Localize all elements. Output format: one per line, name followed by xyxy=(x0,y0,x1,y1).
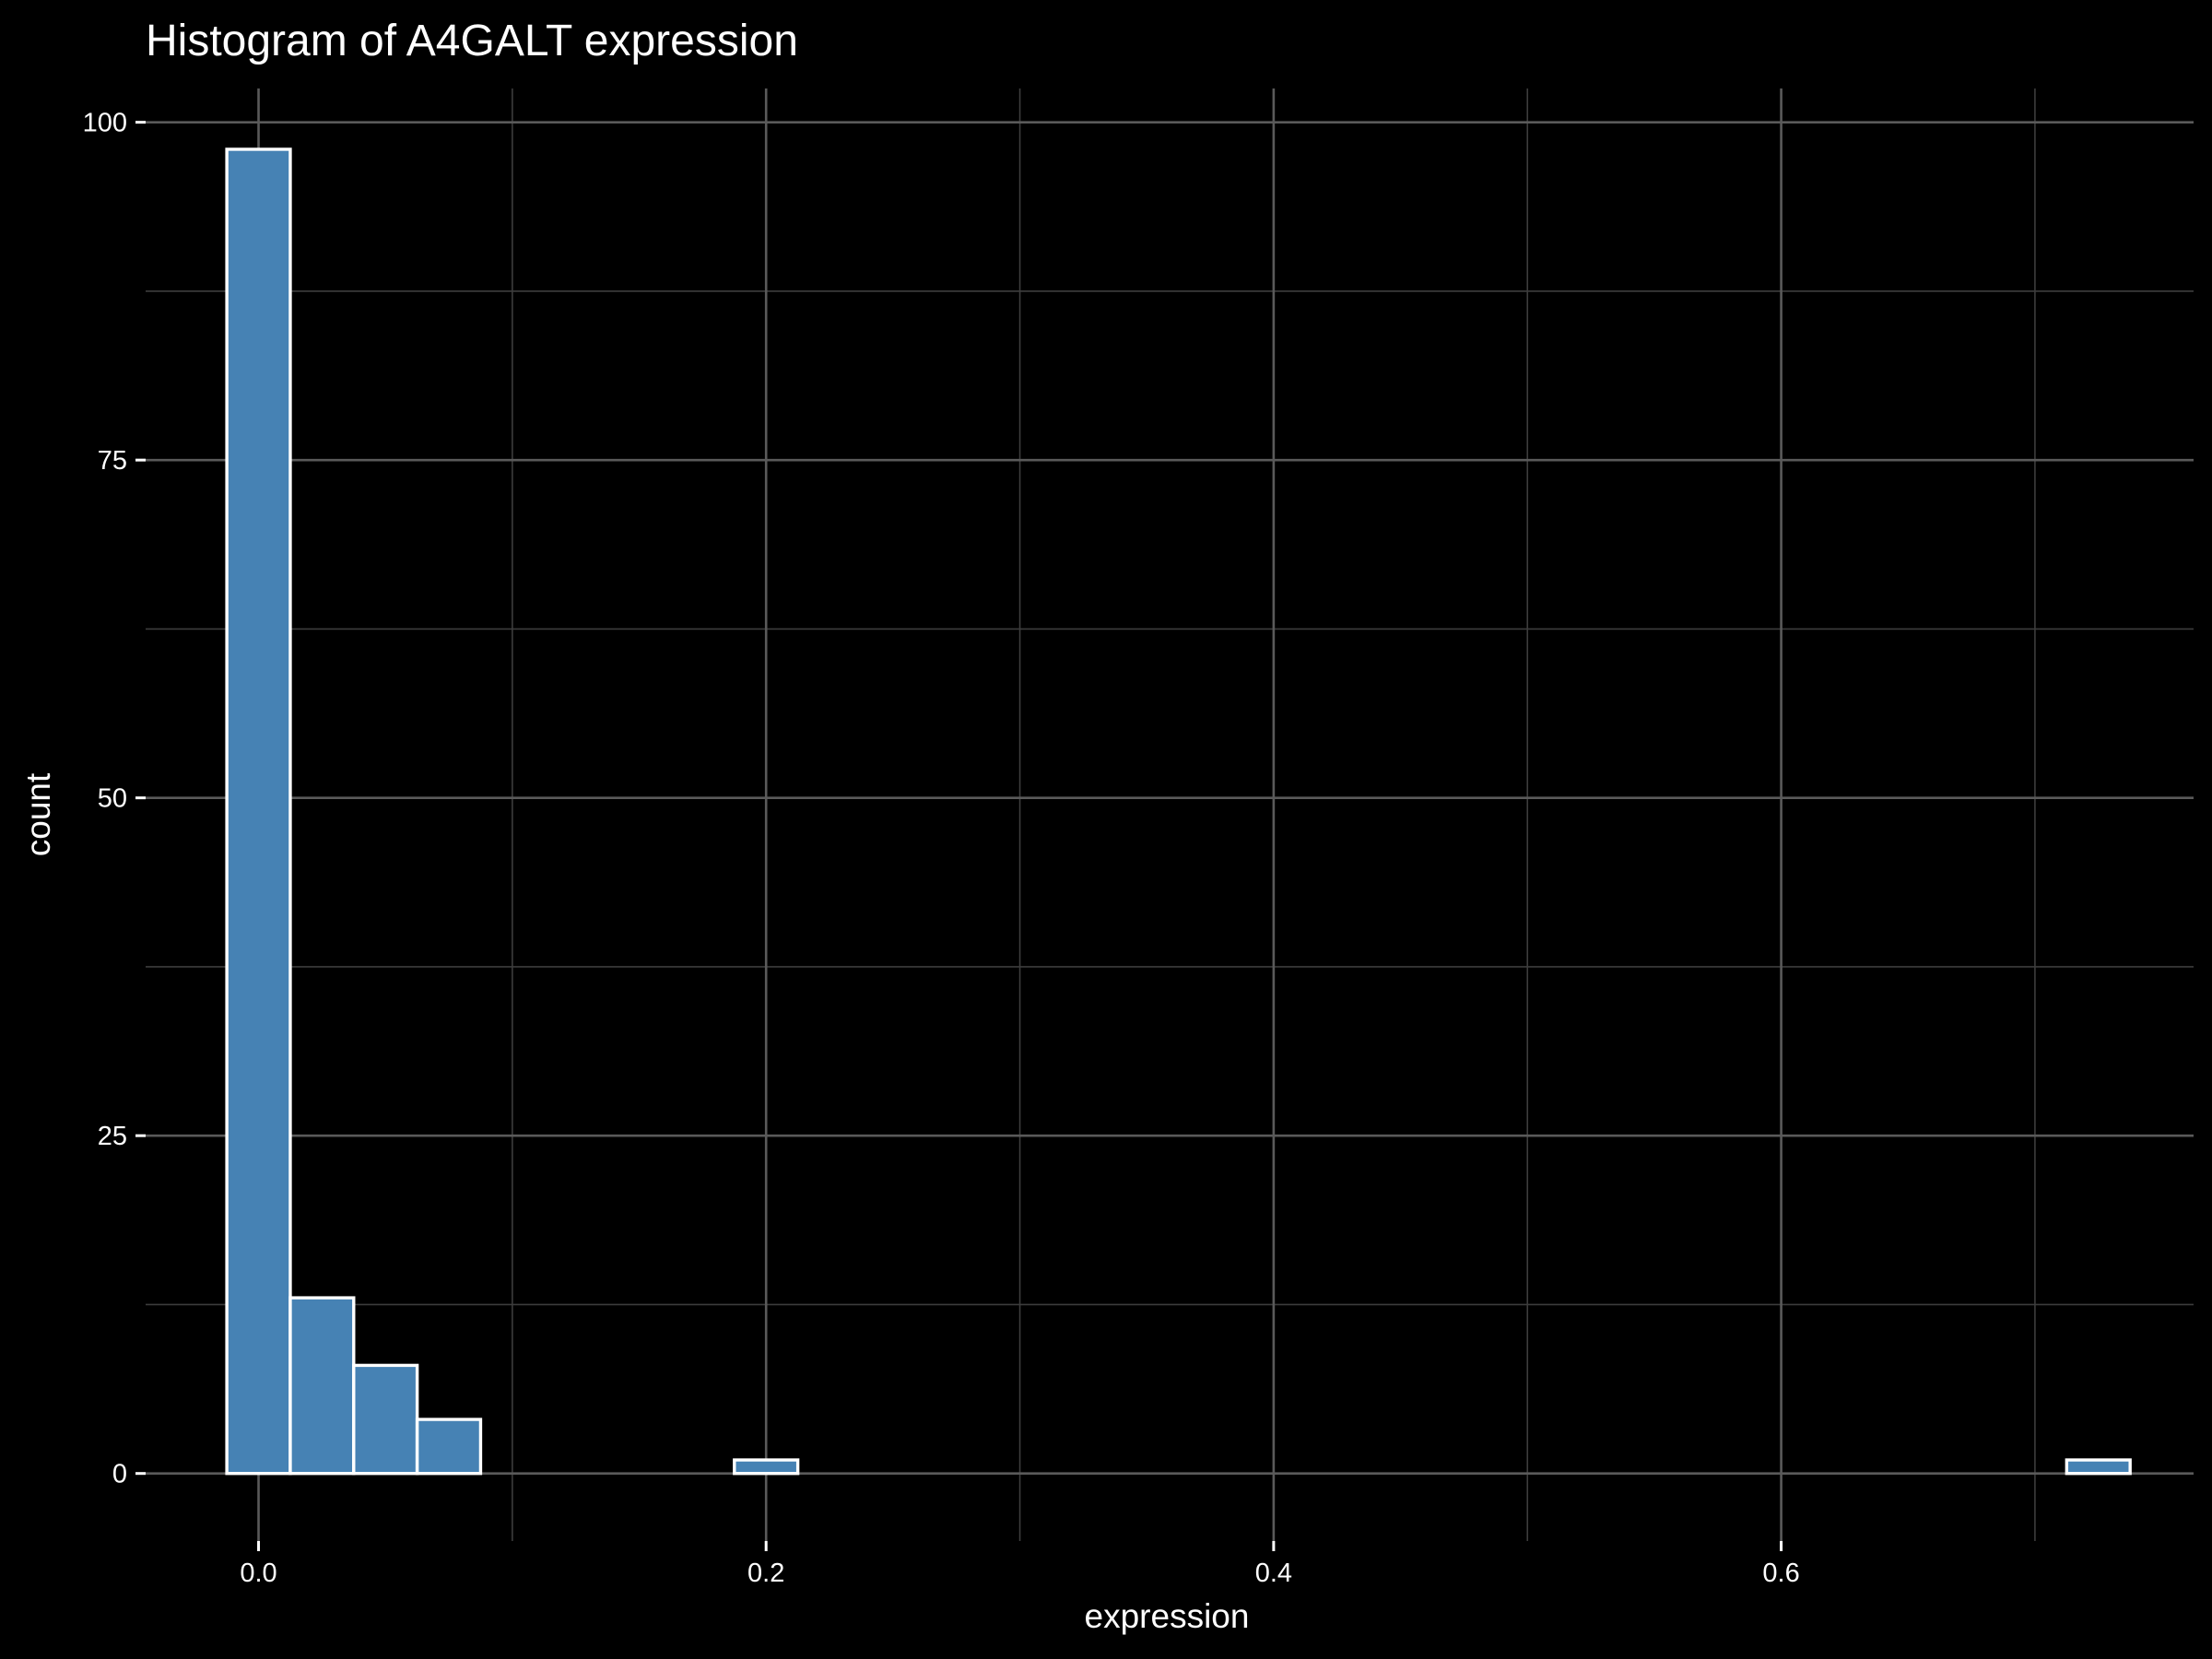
x-axis: 0.0 0.2 0.4 0.6 xyxy=(240,1541,1800,1588)
y-tick-label: 25 xyxy=(98,1122,127,1151)
y-tick-label: 75 xyxy=(98,446,127,476)
chart-title: Histogram of A4GALT expression xyxy=(146,17,798,65)
histogram-bar xyxy=(225,147,292,1476)
x-tick-label: 0.4 xyxy=(1255,1559,1292,1588)
y-tick-label: 100 xyxy=(83,109,127,138)
x-tick-label: 0.2 xyxy=(747,1559,784,1588)
x-tick-label: 0.0 xyxy=(240,1559,276,1588)
y-axis: 0 25 50 75 100 xyxy=(83,109,146,1489)
x-tick-label: 0.6 xyxy=(1762,1559,1799,1588)
minor-gridlines xyxy=(146,88,2194,1541)
histogram-bar xyxy=(2065,1458,2132,1476)
y-tick-label: 0 xyxy=(112,1460,127,1489)
histogram-bar xyxy=(415,1418,483,1476)
histogram-bar xyxy=(733,1458,800,1476)
x-axis-title: expression xyxy=(1085,1597,1250,1635)
histogram-bar xyxy=(288,1296,356,1476)
y-axis-title: count xyxy=(19,772,57,856)
y-tick-label: 50 xyxy=(98,784,127,814)
histogram-bar xyxy=(352,1363,419,1476)
histogram-bars xyxy=(225,147,2132,1476)
